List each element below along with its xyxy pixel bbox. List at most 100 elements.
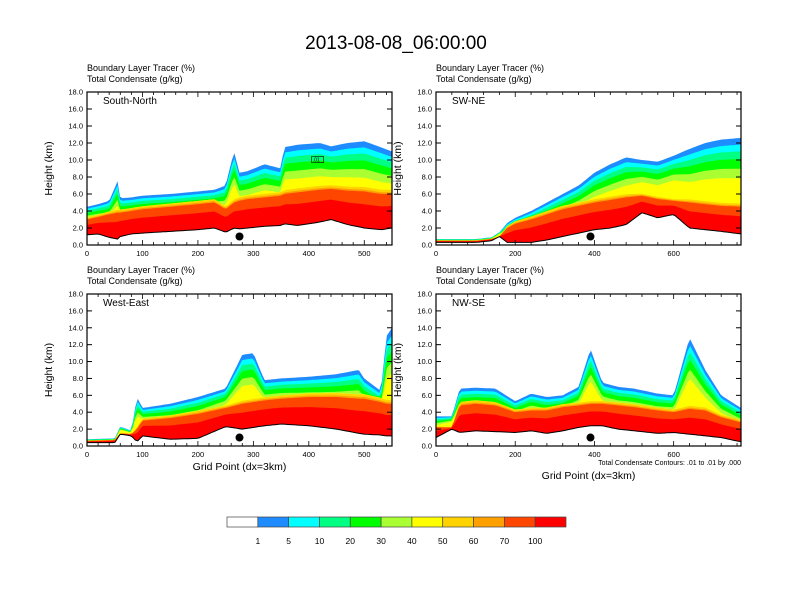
colorbar-swatch [288, 516, 320, 528]
colorbar-swatch [319, 516, 351, 528]
x-tick-label: 600 [667, 249, 680, 258]
panel-south-north: Boundary Layer Tracer (%)Total Condensat… [43, 63, 393, 258]
colorbar-label: 40 [407, 536, 417, 546]
field-label-contour: Total Condensate (g/kg) [436, 276, 532, 286]
contour-info: Total Condensate Contours: .01 to .01 by… [598, 460, 741, 467]
y-axis-label: Height (km) [392, 141, 404, 195]
y-tick-label: 2.0 [422, 425, 432, 434]
x-tick-label: 200 [509, 450, 522, 459]
x-tick-label: 500 [358, 249, 371, 258]
x-tick-label: 0 [434, 450, 438, 459]
colorbar-label: 70 [500, 536, 510, 546]
y-tick-label: 2.0 [73, 425, 83, 434]
colorbar-swatch [257, 516, 289, 528]
y-tick-label: 0.0 [73, 442, 83, 451]
plot-frame [435, 293, 742, 447]
colorbar-swatch [442, 516, 474, 528]
panel-label: SW-NE [452, 96, 485, 107]
y-tick-label: 12.0 [68, 340, 83, 349]
figure-title: 2013-08-08_06:00:00 [305, 33, 487, 54]
location-marker [235, 232, 244, 241]
location-marker [235, 433, 244, 442]
y-tick-label: 4.0 [73, 207, 83, 216]
y-tick-label: 14.0 [417, 323, 432, 332]
y-tick-label: 16.0 [68, 306, 83, 315]
terrain-outline [436, 425, 741, 443]
terrain-outline [436, 212, 741, 243]
colorbar-swatch [411, 516, 444, 528]
field-label-shaded: Boundary Layer Tracer (%) [436, 63, 544, 73]
y-tick-label: 10.0 [417, 156, 432, 165]
terrain-outline [87, 218, 392, 240]
panel-sw-ne: Boundary Layer Tracer (%)Total Condensat… [392, 63, 742, 258]
y-tick-label: 2.0 [422, 224, 432, 233]
x-tick-label: 400 [303, 450, 316, 459]
shaded-field [436, 339, 741, 446]
colorbar-label: 50 [438, 536, 448, 546]
colorbar-label: 60 [469, 536, 479, 546]
panel-label: NW-SE [452, 298, 485, 309]
x-tick-label: 300 [247, 249, 260, 258]
shaded-field [87, 327, 392, 446]
field-label-contour: Total Condensate (g/kg) [87, 74, 183, 84]
contour-label-box [311, 156, 324, 163]
y-tick-label: 4.0 [422, 408, 432, 417]
shading-band-100 [87, 199, 392, 241]
y-tick-label: 6.0 [422, 391, 432, 400]
plot-frame [86, 293, 393, 447]
y-tick-label: 12.0 [417, 340, 432, 349]
y-tick-label: 10.0 [68, 357, 83, 366]
y-tick-label: 6.0 [73, 190, 83, 199]
colorbar-swatch [349, 516, 382, 528]
field-label-contour: Total Condensate (g/kg) [87, 276, 183, 286]
location-marker [586, 433, 595, 442]
y-tick-label: 16.0 [68, 105, 83, 114]
panel-label: West-East [103, 298, 149, 309]
x-tick-label: 400 [588, 450, 601, 459]
panel-nw-se: Boundary Layer Tracer (%)Total Condensat… [392, 265, 742, 482]
y-axis-label: Height (km) [43, 141, 55, 195]
y-tick-label: 6.0 [422, 190, 432, 199]
y-tick-label: 6.0 [73, 391, 83, 400]
y-tick-label: 18.0 [68, 88, 83, 97]
x-tick-label: 0 [85, 450, 89, 459]
y-tick-label: 14.0 [417, 122, 432, 131]
x-tick-label: 0 [434, 249, 438, 258]
y-tick-label: 4.0 [73, 408, 83, 417]
x-tick-label: 400 [303, 249, 316, 258]
terrain-outline [87, 423, 392, 444]
shading-band-100 [87, 407, 392, 445]
location-marker [586, 232, 595, 241]
colorbar-label: 1 [255, 536, 260, 546]
colorbar-swatch [226, 516, 259, 528]
terrain-mask [436, 212, 741, 245]
y-tick-label: 0.0 [422, 241, 432, 250]
field-label-contour: Total Condensate (g/kg) [436, 74, 532, 84]
y-tick-label: 4.0 [422, 207, 432, 216]
colorbar: 1 5 10 20 30 40 50 60 70 100 [226, 516, 567, 546]
colorbar-label: 5 [286, 536, 291, 546]
colorbar-swatch [380, 516, 413, 528]
panel-west-east: Boundary Layer Tracer (%)Total Condensat… [43, 265, 393, 473]
terrain-mask [87, 219, 392, 245]
x-tick-label: 500 [358, 450, 371, 459]
y-tick-label: 10.0 [68, 156, 83, 165]
y-tick-label: 8.0 [73, 173, 83, 182]
field-label-shaded: Boundary Layer Tracer (%) [87, 63, 195, 73]
y-axis-label: Height (km) [392, 343, 404, 397]
x-axis-label: Grid Point (dx=3km) [542, 470, 636, 482]
shading-band-100 [436, 201, 741, 245]
y-tick-label: 18.0 [417, 290, 432, 299]
shaded-field [436, 137, 741, 245]
colorbar-label: 20 [346, 536, 356, 546]
y-tick-label: 8.0 [422, 173, 432, 182]
y-tick-label: 12.0 [68, 139, 83, 148]
y-tick-label: 10.0 [417, 357, 432, 366]
x-tick-label: 300 [247, 450, 260, 459]
y-tick-label: 16.0 [417, 105, 432, 114]
y-tick-label: 12.0 [417, 139, 432, 148]
y-tick-label: 14.0 [68, 122, 83, 131]
colorbar-label: 10 [315, 536, 325, 546]
y-tick-label: 18.0 [417, 88, 432, 97]
